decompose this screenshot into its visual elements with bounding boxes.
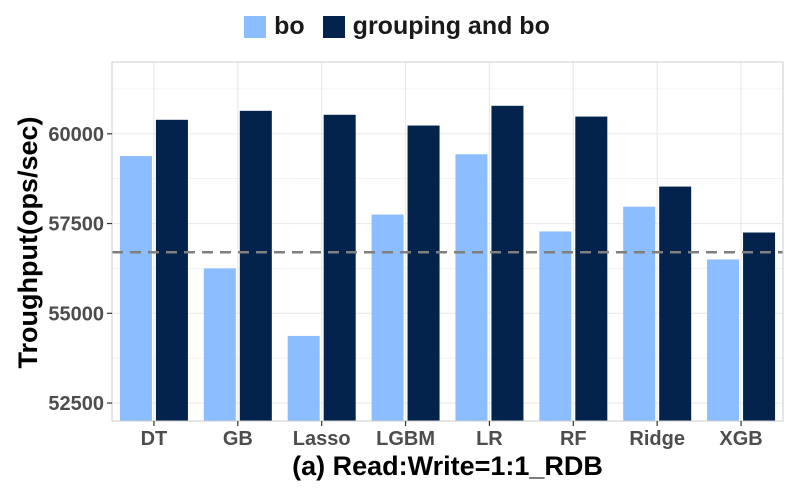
- x-tick-label-lr: LR: [476, 428, 503, 450]
- legend-item-bo: bo: [244, 12, 305, 41]
- y-tick-label: 52500: [48, 393, 104, 415]
- bar-grouping-and-bo-xgb: [743, 232, 776, 421]
- bar-bo-xgb: [707, 259, 740, 421]
- legend: bo grouping and bo: [0, 12, 794, 41]
- y-tick-label: 57500: [48, 214, 104, 236]
- x-tick-label-rf: RF: [560, 428, 587, 450]
- bar-grouping-and-bo-gb: [239, 110, 272, 421]
- bar-grouping-and-bo-lgbm: [407, 125, 440, 421]
- x-tick-label-lasso: Lasso: [293, 428, 351, 450]
- bar-bo-lasso: [287, 335, 320, 421]
- x-tick-label-dt: DT: [141, 428, 168, 450]
- y-tick-label: 55000: [48, 303, 104, 325]
- bar-bo-rf: [539, 231, 572, 421]
- y-axis: 52500 55000 57500 60000: [48, 124, 112, 415]
- bar-bo-gb: [203, 268, 236, 421]
- bar-grouping-and-bo-rf: [575, 116, 608, 422]
- x-axis: DT GB Lasso LGBM LR RF Ridge XGB: [141, 421, 763, 450]
- bar-bo-dt: [119, 156, 152, 422]
- x-axis-title: (a) Read:Write=1:1_RDB: [292, 451, 603, 481]
- plot-panel-border: [111, 61, 784, 422]
- x-tick-label-gb: GB: [223, 428, 253, 450]
- legend-label-bo: bo: [274, 12, 305, 40]
- bars: [119, 105, 776, 422]
- bar-grouping-and-bo-lasso: [323, 114, 356, 421]
- x-tick-label-lgbm: LGBM: [376, 428, 435, 450]
- bar-grouping-and-bo-dt: [155, 119, 188, 421]
- bar-bo-lr: [455, 154, 488, 421]
- bar-bo-ridge: [623, 206, 656, 421]
- bar-bo-lgbm: [371, 214, 404, 421]
- x-tick-label-xgb: XGB: [719, 428, 762, 450]
- legend-swatch-grouping-and-bo: [322, 15, 345, 38]
- y-axis-title: Troughput(ops/sec): [13, 117, 43, 369]
- x-tick-label-ridge: Ridge: [629, 428, 685, 450]
- legend-swatch-bo: [244, 15, 267, 38]
- y-tick-label: 60000: [48, 124, 104, 146]
- legend-label-grouping-and-bo: grouping and bo: [352, 12, 550, 40]
- bar-grouping-and-bo-lr: [491, 105, 524, 421]
- legend-item-grouping-and-bo: grouping and bo: [322, 12, 550, 41]
- bar-grouping-and-bo-ridge: [659, 186, 692, 421]
